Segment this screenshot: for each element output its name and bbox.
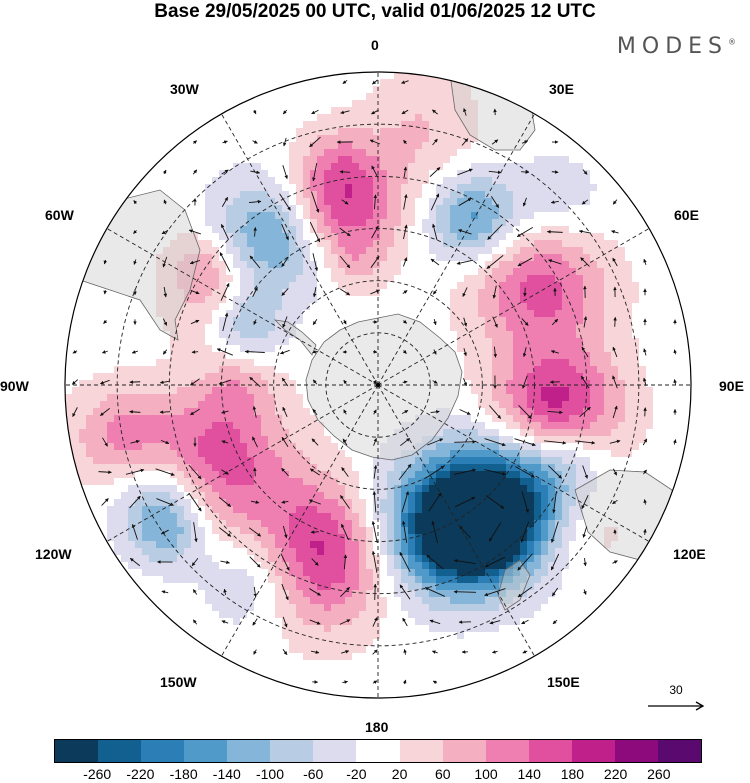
lon-label-180: 180 bbox=[365, 719, 389, 735]
colorbar bbox=[54, 739, 702, 763]
lon-label-0: 0 bbox=[371, 37, 379, 53]
colorbar-segment bbox=[227, 740, 271, 762]
lon-label-60w: 60W bbox=[45, 207, 74, 223]
colorbar-segment bbox=[399, 740, 443, 762]
reference-arrow-icon bbox=[648, 701, 705, 711]
map-title: Base 29/05/2025 00 UTC, valid 01/06/2025… bbox=[154, 1, 596, 22]
lon-label-90e: 90E bbox=[719, 378, 744, 394]
colorbar-segment bbox=[55, 740, 99, 762]
colorbar-tick-label: -180 bbox=[169, 766, 198, 782]
colorbar-segment bbox=[571, 740, 615, 762]
lon-label-120w: 120W bbox=[35, 546, 72, 562]
lon-label-120e: 120E bbox=[673, 546, 706, 562]
reference-vector: 30 bbox=[646, 683, 706, 717]
wind-vectors bbox=[71, 79, 677, 685]
colorbar-ticks: -260 -220 -180 -140 -100 -60 -20 20 60 100 140 180 2… bbox=[0, 766, 750, 783]
colorbar-segment bbox=[657, 740, 701, 762]
brand-text: MODES bbox=[616, 34, 728, 59]
colorbar-segment bbox=[141, 740, 185, 762]
brand-mark: ® bbox=[728, 37, 736, 47]
colorbar-segment bbox=[485, 740, 529, 762]
colorbar-tick-label: -260 bbox=[83, 766, 112, 782]
reference-vector-label: 30 bbox=[669, 683, 683, 697]
map-boundary bbox=[64, 71, 692, 699]
colorbar-tick-label: 20 bbox=[391, 766, 408, 782]
lon-label-30e: 30E bbox=[549, 81, 574, 97]
colorbar-segment bbox=[98, 740, 142, 762]
colorbar-tick-label: 140 bbox=[517, 766, 541, 782]
colorbar-tick-label: 260 bbox=[647, 766, 671, 782]
colorbar-segment bbox=[184, 740, 228, 762]
lon-label-60e: 60E bbox=[674, 207, 699, 223]
colorbar-tick-label: 220 bbox=[603, 766, 628, 782]
colorbar-tick-label: -60 bbox=[303, 766, 324, 782]
lon-label-30w: 30W bbox=[170, 81, 199, 97]
south-pole-marker bbox=[375, 382, 381, 388]
colorbar-segment bbox=[313, 740, 357, 762]
colorbar-tick-label: 180 bbox=[560, 766, 585, 782]
lon-label-90w: 90W bbox=[0, 378, 29, 394]
colorbar-segment bbox=[442, 740, 486, 762]
colorbar-tick-label: -100 bbox=[255, 766, 285, 782]
colorbar-tick-label: -220 bbox=[126, 766, 155, 782]
colorbar-tick-label: 100 bbox=[474, 766, 498, 782]
colorbar-segment bbox=[270, 740, 314, 762]
colorbar-tick-label: -20 bbox=[346, 766, 367, 782]
lat-lon-grid bbox=[65, 72, 691, 698]
modes-logo: MODES® bbox=[617, 34, 736, 59]
colorbar-tick-label: -140 bbox=[212, 766, 241, 782]
colorbar-segment bbox=[614, 740, 658, 762]
lon-label-150w: 150W bbox=[160, 674, 197, 690]
colorbar-segment bbox=[356, 740, 400, 762]
new-zealand-landmass bbox=[497, 559, 531, 611]
colorbar-tick-label: 60 bbox=[435, 766, 451, 782]
lon-label-150e: 150E bbox=[547, 674, 580, 690]
colorbar-segment bbox=[528, 740, 572, 762]
